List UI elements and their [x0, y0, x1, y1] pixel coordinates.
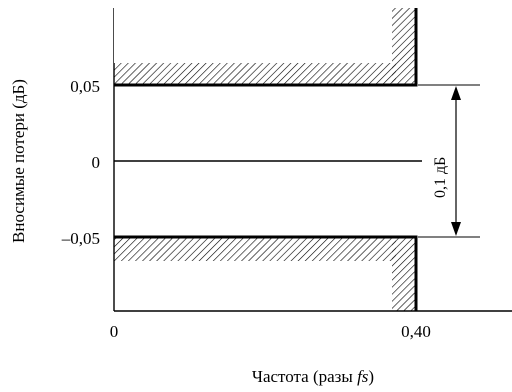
y-axis-title: Вносимые потери (дБ) [9, 79, 28, 243]
x-axis-title-suffix: ) [368, 367, 374, 386]
upper-hatch-band [114, 63, 396, 85]
x-tick-0: 0 [110, 322, 119, 341]
upper-hatch-edge [392, 8, 416, 85]
lower-hatch-band [114, 237, 396, 261]
span-label: 0,1 дБ [432, 157, 449, 198]
y-tick-2: –0,05 [61, 229, 100, 248]
x-axis-title-italic: fs [357, 367, 369, 386]
y-tick-1: 0 [92, 153, 101, 172]
span-arrow-up-icon [451, 86, 461, 100]
upper-hatch-corner-cover [114, 8, 392, 63]
span-arrow-down-icon [451, 222, 461, 236]
lower-hatch-edge [392, 237, 416, 311]
x-axis-title-prefix: Частота (разы [252, 367, 357, 386]
x-axis-title: Частота (разы fs) [252, 367, 374, 386]
upper-spec-boundary [114, 8, 418, 87]
lower-spec-boundary [114, 235, 418, 311]
x-tick-1: 0,40 [401, 322, 431, 341]
y-tick-0: 0,05 [70, 77, 100, 96]
